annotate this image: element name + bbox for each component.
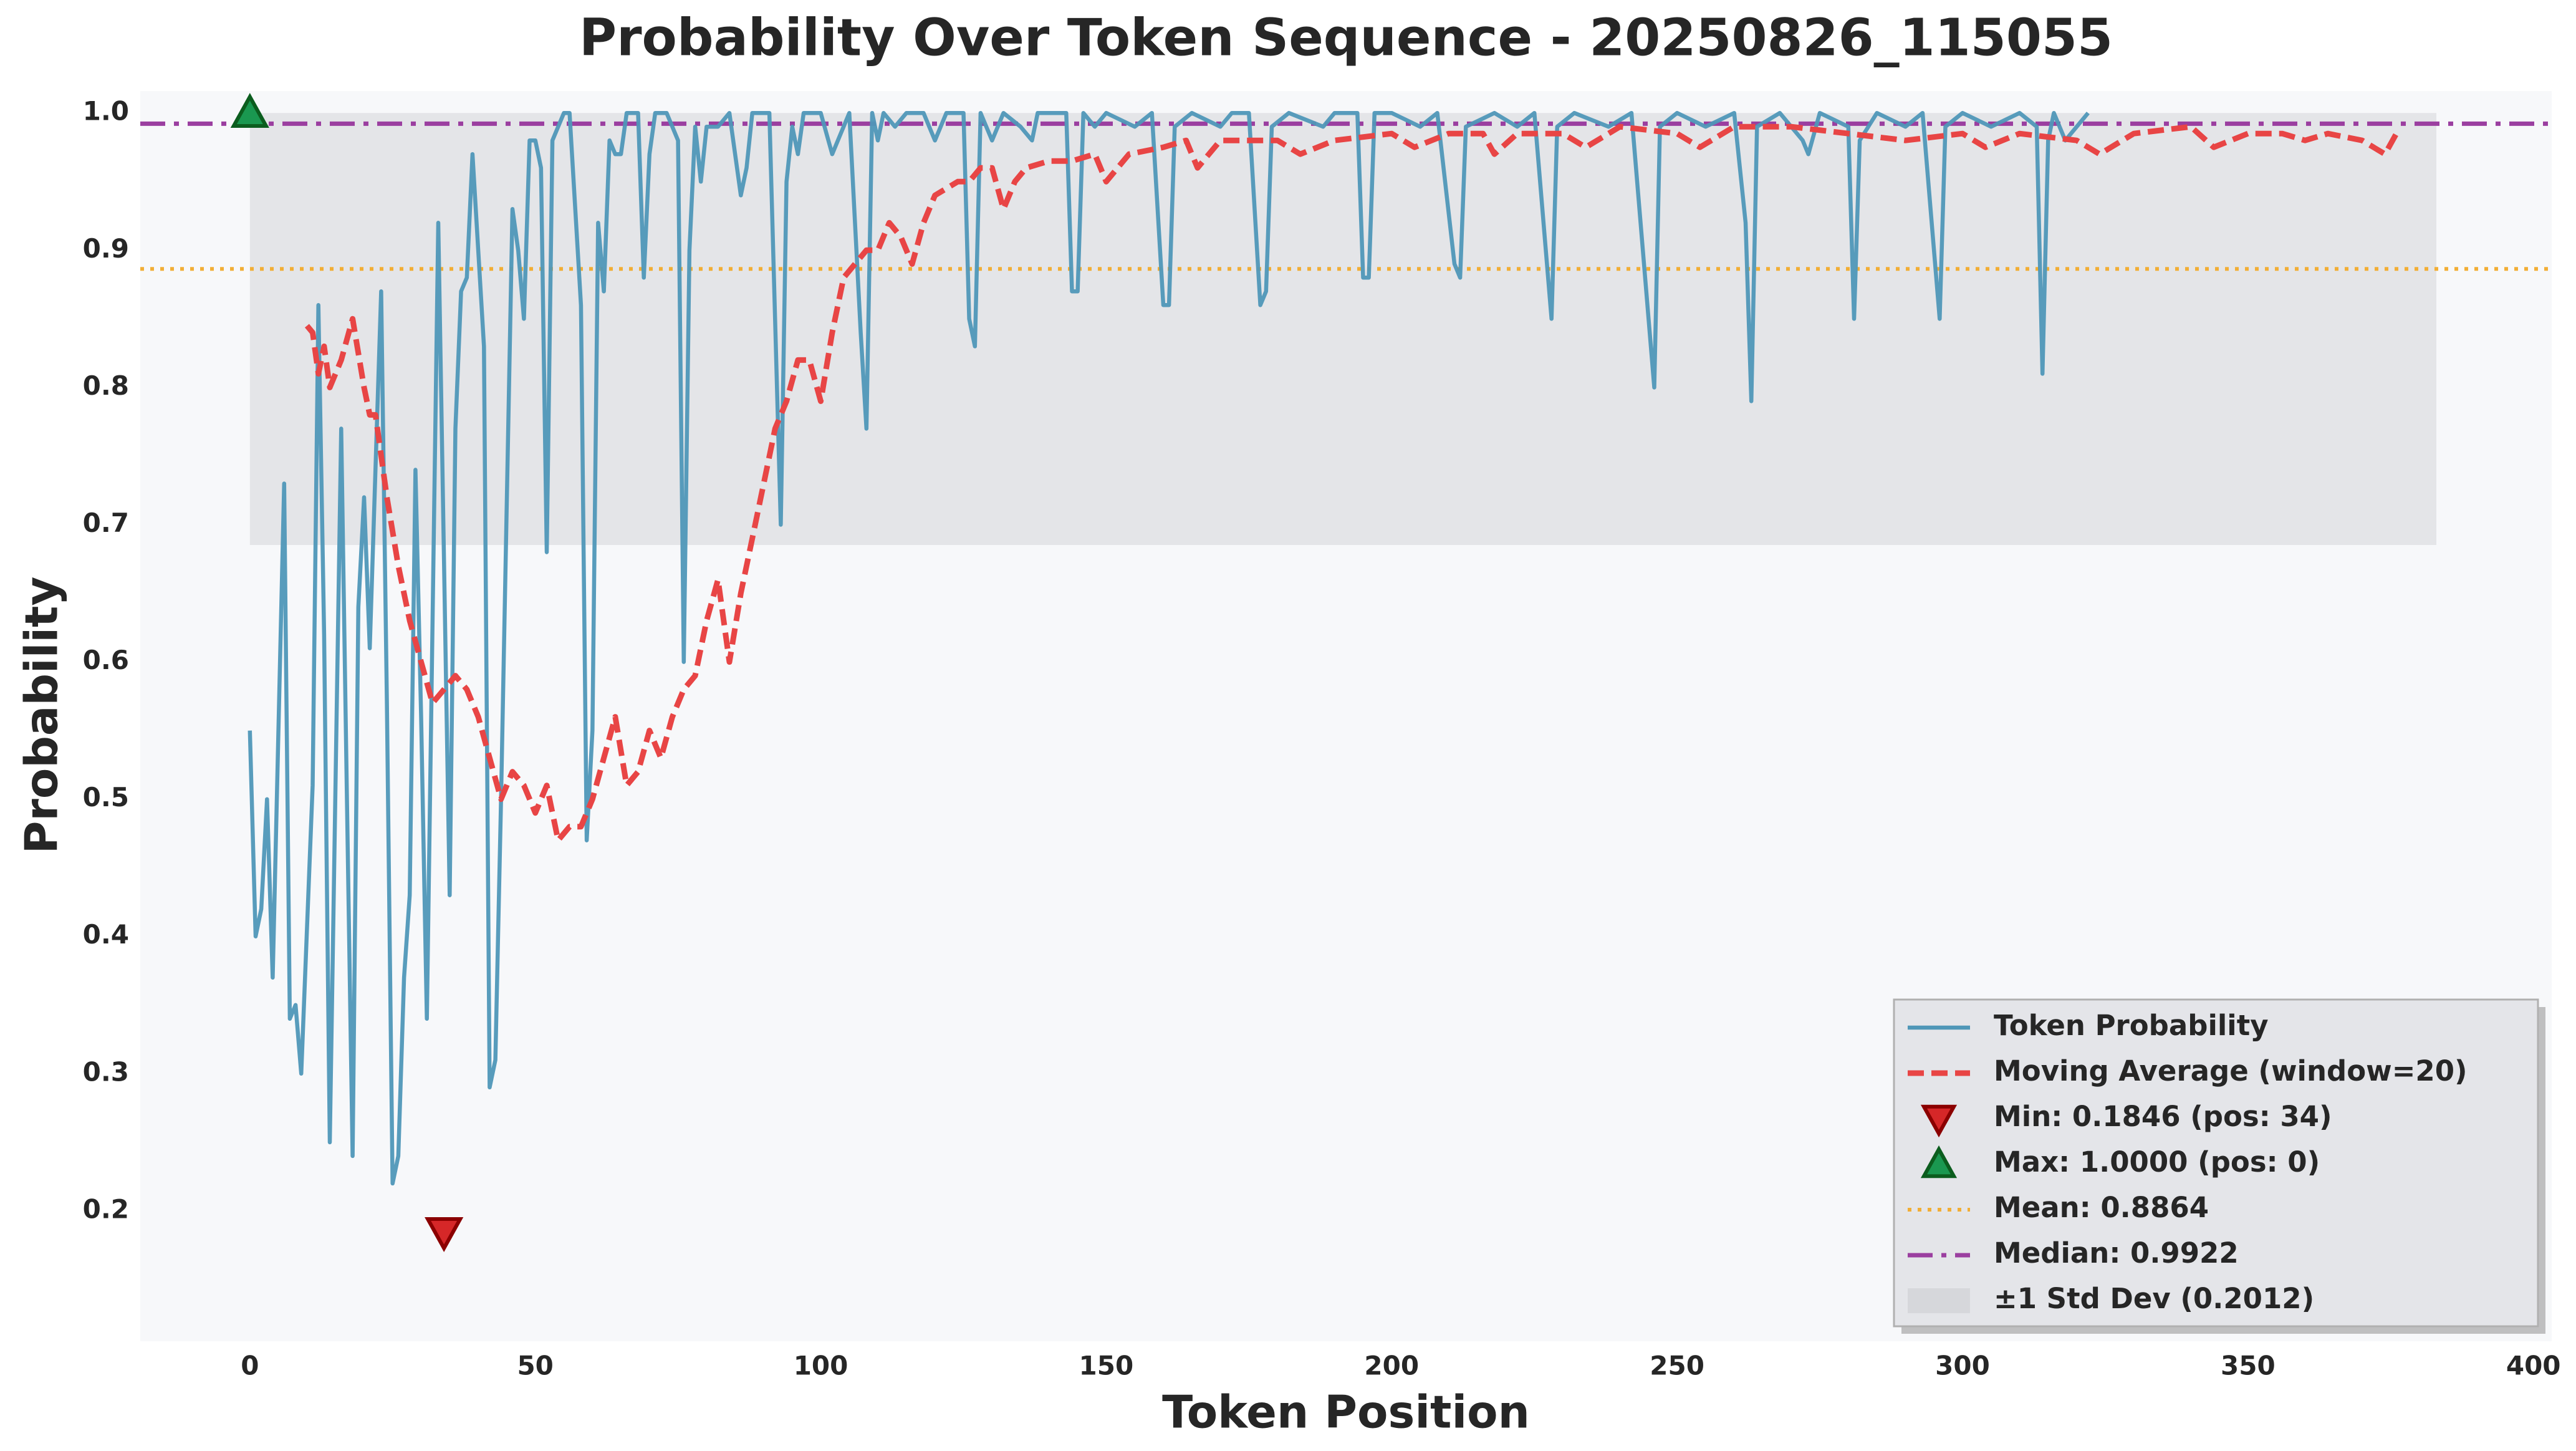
series-line xyxy=(248,110,2090,1186)
y-tick-label: 0.9 xyxy=(83,233,129,264)
legend-label: Token Probability xyxy=(1994,1009,2269,1042)
x-tick-label: 400 xyxy=(2506,1351,2561,1381)
y-tick-label: 0.6 xyxy=(83,645,129,675)
y-tick-label: 0.5 xyxy=(83,782,129,812)
y-tick-label: 1.0 xyxy=(83,96,129,127)
x-tick-label: 200 xyxy=(1364,1351,1419,1381)
series-line xyxy=(304,123,2399,844)
legend-label: Mean: 0.8864 xyxy=(1994,1191,2209,1224)
legend-swatch xyxy=(1920,1104,1958,1138)
std-band xyxy=(249,113,2437,546)
x-tick-label: 0 xyxy=(241,1351,259,1381)
y-tick-label: 0.8 xyxy=(83,370,129,401)
legend-swatch xyxy=(1908,1288,1970,1313)
y-axis-label: Probability xyxy=(16,577,68,854)
y-tick-label: 0.4 xyxy=(83,919,129,950)
max-marker xyxy=(230,93,269,128)
legend-label: Moving Average (window=20) xyxy=(1994,1054,2468,1087)
x-axis-label: Token Position xyxy=(1162,1386,1530,1439)
min-marker xyxy=(425,1217,464,1252)
y-tick-label: 0.3 xyxy=(83,1056,129,1087)
legend-label: ±1 Std Dev (0.2012) xyxy=(1994,1282,2314,1315)
legend-box xyxy=(1893,998,2539,1328)
x-tick-label: 350 xyxy=(2221,1351,2276,1381)
legend: Token Probability Moving Average (window=… xyxy=(1893,998,2545,1334)
x-tick-label: 300 xyxy=(1935,1351,1990,1381)
plot-area xyxy=(140,110,2552,1186)
x-tick-label: 100 xyxy=(794,1351,848,1381)
chart-title: Probability Over Token Sequence - 202508… xyxy=(579,8,2113,67)
y-tick-label: 0.2 xyxy=(83,1193,129,1224)
x-tick-label: 150 xyxy=(1079,1351,1134,1381)
legend-label: Max: 1.0000 (pos: 0) xyxy=(1994,1145,2320,1179)
y-tick-label: 0.7 xyxy=(83,508,129,538)
legend-label: Min: 0.1846 (pos: 34) xyxy=(1994,1100,2332,1133)
legend-swatch xyxy=(1920,1145,1958,1179)
legend-label: Median: 0.9922 xyxy=(1994,1236,2239,1270)
x-tick-label: 50 xyxy=(517,1351,553,1381)
x-tick-label: 250 xyxy=(1650,1351,1704,1381)
